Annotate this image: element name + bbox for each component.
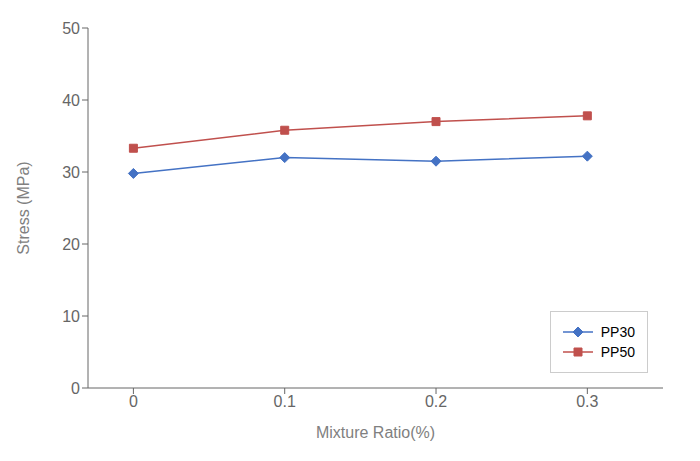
svg-text:0.2: 0.2 — [425, 393, 447, 410]
html-text:PP30: PP30 — [600, 324, 635, 340]
svg-text:30: 30 — [62, 164, 80, 181]
svg-text:Mixture Ratio(%): Mixture Ratio(%) — [316, 424, 435, 441]
svg-text:0: 0 — [71, 380, 80, 397]
svg-text:10: 10 — [62, 308, 80, 325]
html-text:PP50: PP50 — [600, 344, 635, 360]
svg-text:0.3: 0.3 — [576, 393, 598, 410]
svg-text:40: 40 — [62, 92, 80, 109]
svg-text:0.1: 0.1 — [274, 393, 296, 410]
svg-text:0: 0 — [129, 393, 138, 410]
svg-text:50: 50 — [62, 20, 80, 37]
svg-text:20: 20 — [62, 236, 80, 253]
svg-text:Stress (MPa): Stress (MPa) — [15, 161, 32, 254]
